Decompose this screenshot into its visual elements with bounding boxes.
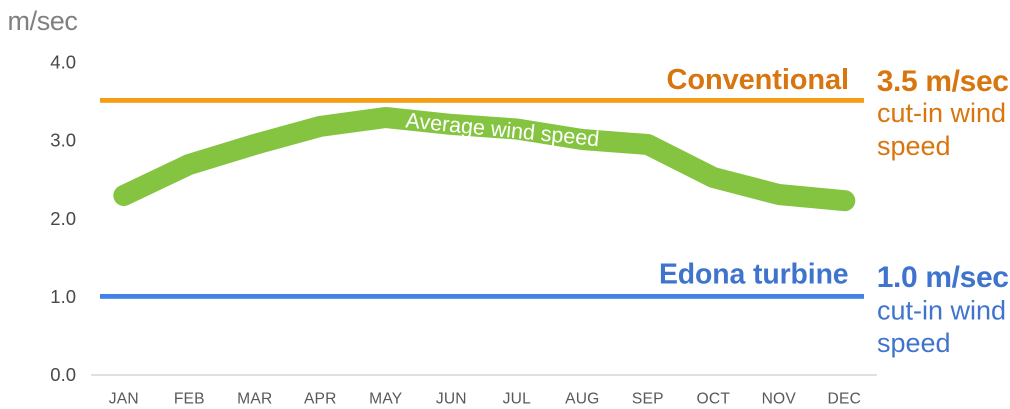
svg-text:Edona turbine: Edona turbine bbox=[659, 259, 849, 291]
svg-text:1.0: 1.0 bbox=[50, 286, 76, 307]
svg-text:4.0: 4.0 bbox=[50, 51, 76, 72]
svg-text:speed: speed bbox=[877, 131, 951, 161]
svg-text:SEP: SEP bbox=[632, 390, 664, 407]
svg-text:NOV: NOV bbox=[762, 390, 797, 407]
svg-text:AUG: AUG bbox=[565, 390, 599, 407]
svg-text:MAY: MAY bbox=[369, 390, 403, 407]
svg-text:3.0: 3.0 bbox=[50, 130, 76, 151]
svg-text:m/sec: m/sec bbox=[8, 6, 78, 36]
svg-text:cut-in wind: cut-in wind bbox=[877, 296, 1006, 326]
svg-text:JUN: JUN bbox=[436, 390, 467, 407]
svg-text:APR: APR bbox=[304, 390, 337, 407]
svg-text:JUL: JUL bbox=[503, 390, 531, 407]
svg-text:DEC: DEC bbox=[828, 390, 862, 407]
svg-text:speed: speed bbox=[877, 328, 951, 358]
svg-text:2.0: 2.0 bbox=[50, 208, 76, 229]
svg-text:MAR: MAR bbox=[237, 390, 272, 407]
svg-text:FEB: FEB bbox=[174, 390, 205, 407]
svg-text:3.5 m/sec: 3.5 m/sec bbox=[877, 65, 1009, 98]
svg-text:OCT: OCT bbox=[697, 390, 731, 407]
svg-text:1.0 m/sec: 1.0 m/sec bbox=[877, 261, 1009, 294]
svg-text:Conventional: Conventional bbox=[667, 64, 849, 96]
svg-text:0.0: 0.0 bbox=[50, 364, 76, 385]
svg-text:JAN: JAN bbox=[109, 390, 139, 407]
svg-text:cut-in wind: cut-in wind bbox=[877, 98, 1006, 128]
